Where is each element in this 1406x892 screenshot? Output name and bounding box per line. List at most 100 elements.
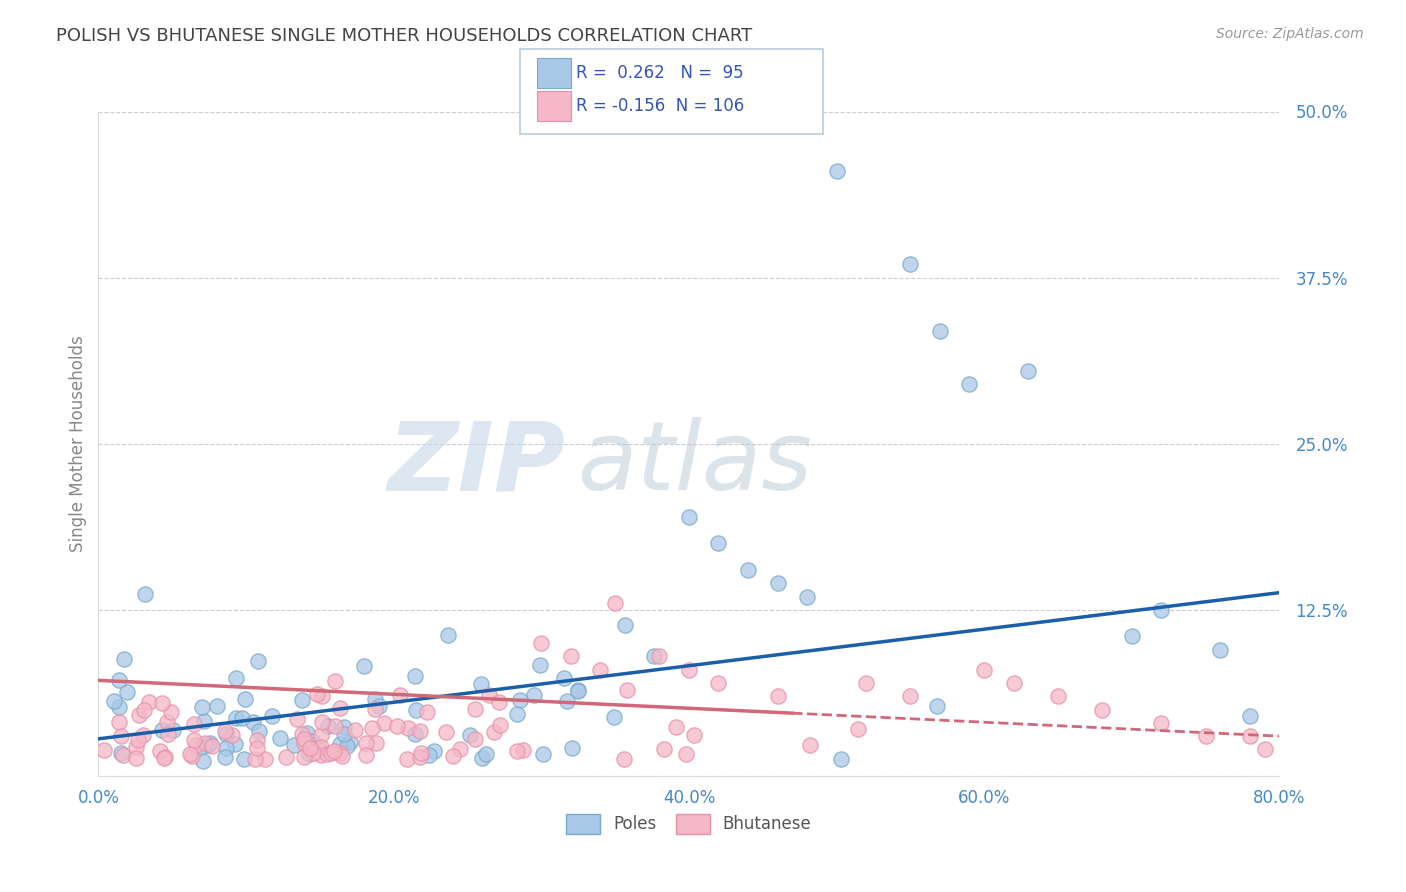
Point (855, 676, 877, 690)
Point (364, 736, 387, 750)
Point (214, 749, 236, 764)
Point (927, 699, 949, 714)
Point (523, 688, 546, 702)
Point (489, 718, 512, 732)
Point (247, 724, 270, 739)
Point (179, 747, 201, 761)
Point (707, 676, 730, 690)
Point (449, 742, 471, 756)
Point (589, 663, 612, 677)
Text: R =  0.262   N =  95: R = 0.262 N = 95 (576, 64, 744, 82)
Point (246, 741, 269, 756)
Point (181, 749, 204, 764)
Point (225, 671, 247, 685)
Point (488, 695, 510, 709)
Point (404, 669, 426, 683)
Point (796, 590, 818, 604)
Point (231, 711, 253, 725)
Point (737, 563, 759, 577)
Point (356, 736, 378, 750)
Point (316, 719, 339, 733)
Point (766, 576, 789, 591)
Point (530, 636, 553, 650)
Point (682, 728, 704, 742)
Point (561, 741, 583, 756)
Point (225, 710, 247, 724)
Point (333, 720, 356, 734)
Point (707, 536, 730, 550)
Point (1046, 690, 1070, 704)
Point (409, 746, 432, 760)
Point (193, 714, 215, 728)
Point (477, 688, 499, 702)
Point (368, 698, 391, 713)
Point (825, 164, 848, 178)
Point (112, 748, 135, 763)
Point (603, 710, 626, 724)
Point (152, 751, 174, 765)
Point (128, 707, 150, 722)
Point (153, 749, 176, 764)
Point (246, 733, 269, 747)
Point (389, 688, 412, 702)
Point (274, 749, 297, 764)
Text: Source: ZipAtlas.com: Source: ZipAtlas.com (1216, 27, 1364, 41)
Point (188, 740, 211, 755)
Point (112, 652, 135, 666)
Point (215, 727, 238, 741)
Point (301, 747, 323, 761)
Point (309, 728, 332, 742)
Point (292, 731, 315, 746)
Text: ZIP: ZIP (387, 417, 565, 510)
Point (458, 728, 481, 742)
Point (678, 663, 700, 677)
Point (560, 649, 582, 664)
Point (396, 722, 419, 736)
Point (301, 734, 323, 748)
Point (675, 747, 697, 761)
Point (160, 705, 183, 719)
Point (506, 707, 529, 722)
Point (224, 737, 246, 751)
Point (221, 728, 243, 742)
Point (436, 628, 458, 642)
Point (404, 726, 426, 740)
Point (799, 738, 821, 752)
Point (127, 732, 149, 747)
Point (555, 694, 578, 708)
Point (150, 696, 173, 710)
Point (553, 671, 575, 685)
Point (215, 741, 238, 756)
Point (299, 740, 322, 755)
Point (107, 714, 129, 729)
Point (678, 509, 700, 524)
Point (103, 694, 125, 708)
Point (305, 687, 328, 701)
Point (323, 744, 346, 758)
Point (616, 682, 638, 697)
Point (197, 738, 219, 752)
Point (959, 376, 981, 391)
Point (339, 735, 361, 749)
Point (470, 676, 492, 690)
Point (299, 741, 322, 756)
Point (125, 739, 148, 754)
Point (846, 722, 869, 736)
Point (132, 728, 155, 742)
Point (1150, 603, 1173, 617)
Point (1150, 715, 1173, 730)
Point (132, 703, 155, 717)
Point (162, 723, 184, 737)
Point (830, 752, 852, 766)
Point (329, 747, 352, 761)
Point (260, 709, 283, 723)
Point (354, 748, 377, 763)
Point (422, 744, 444, 758)
Point (416, 705, 439, 719)
Point (253, 752, 276, 766)
Point (1209, 642, 1232, 657)
Point (396, 752, 419, 766)
Point (155, 714, 177, 729)
Point (205, 698, 228, 713)
Point (321, 746, 343, 760)
